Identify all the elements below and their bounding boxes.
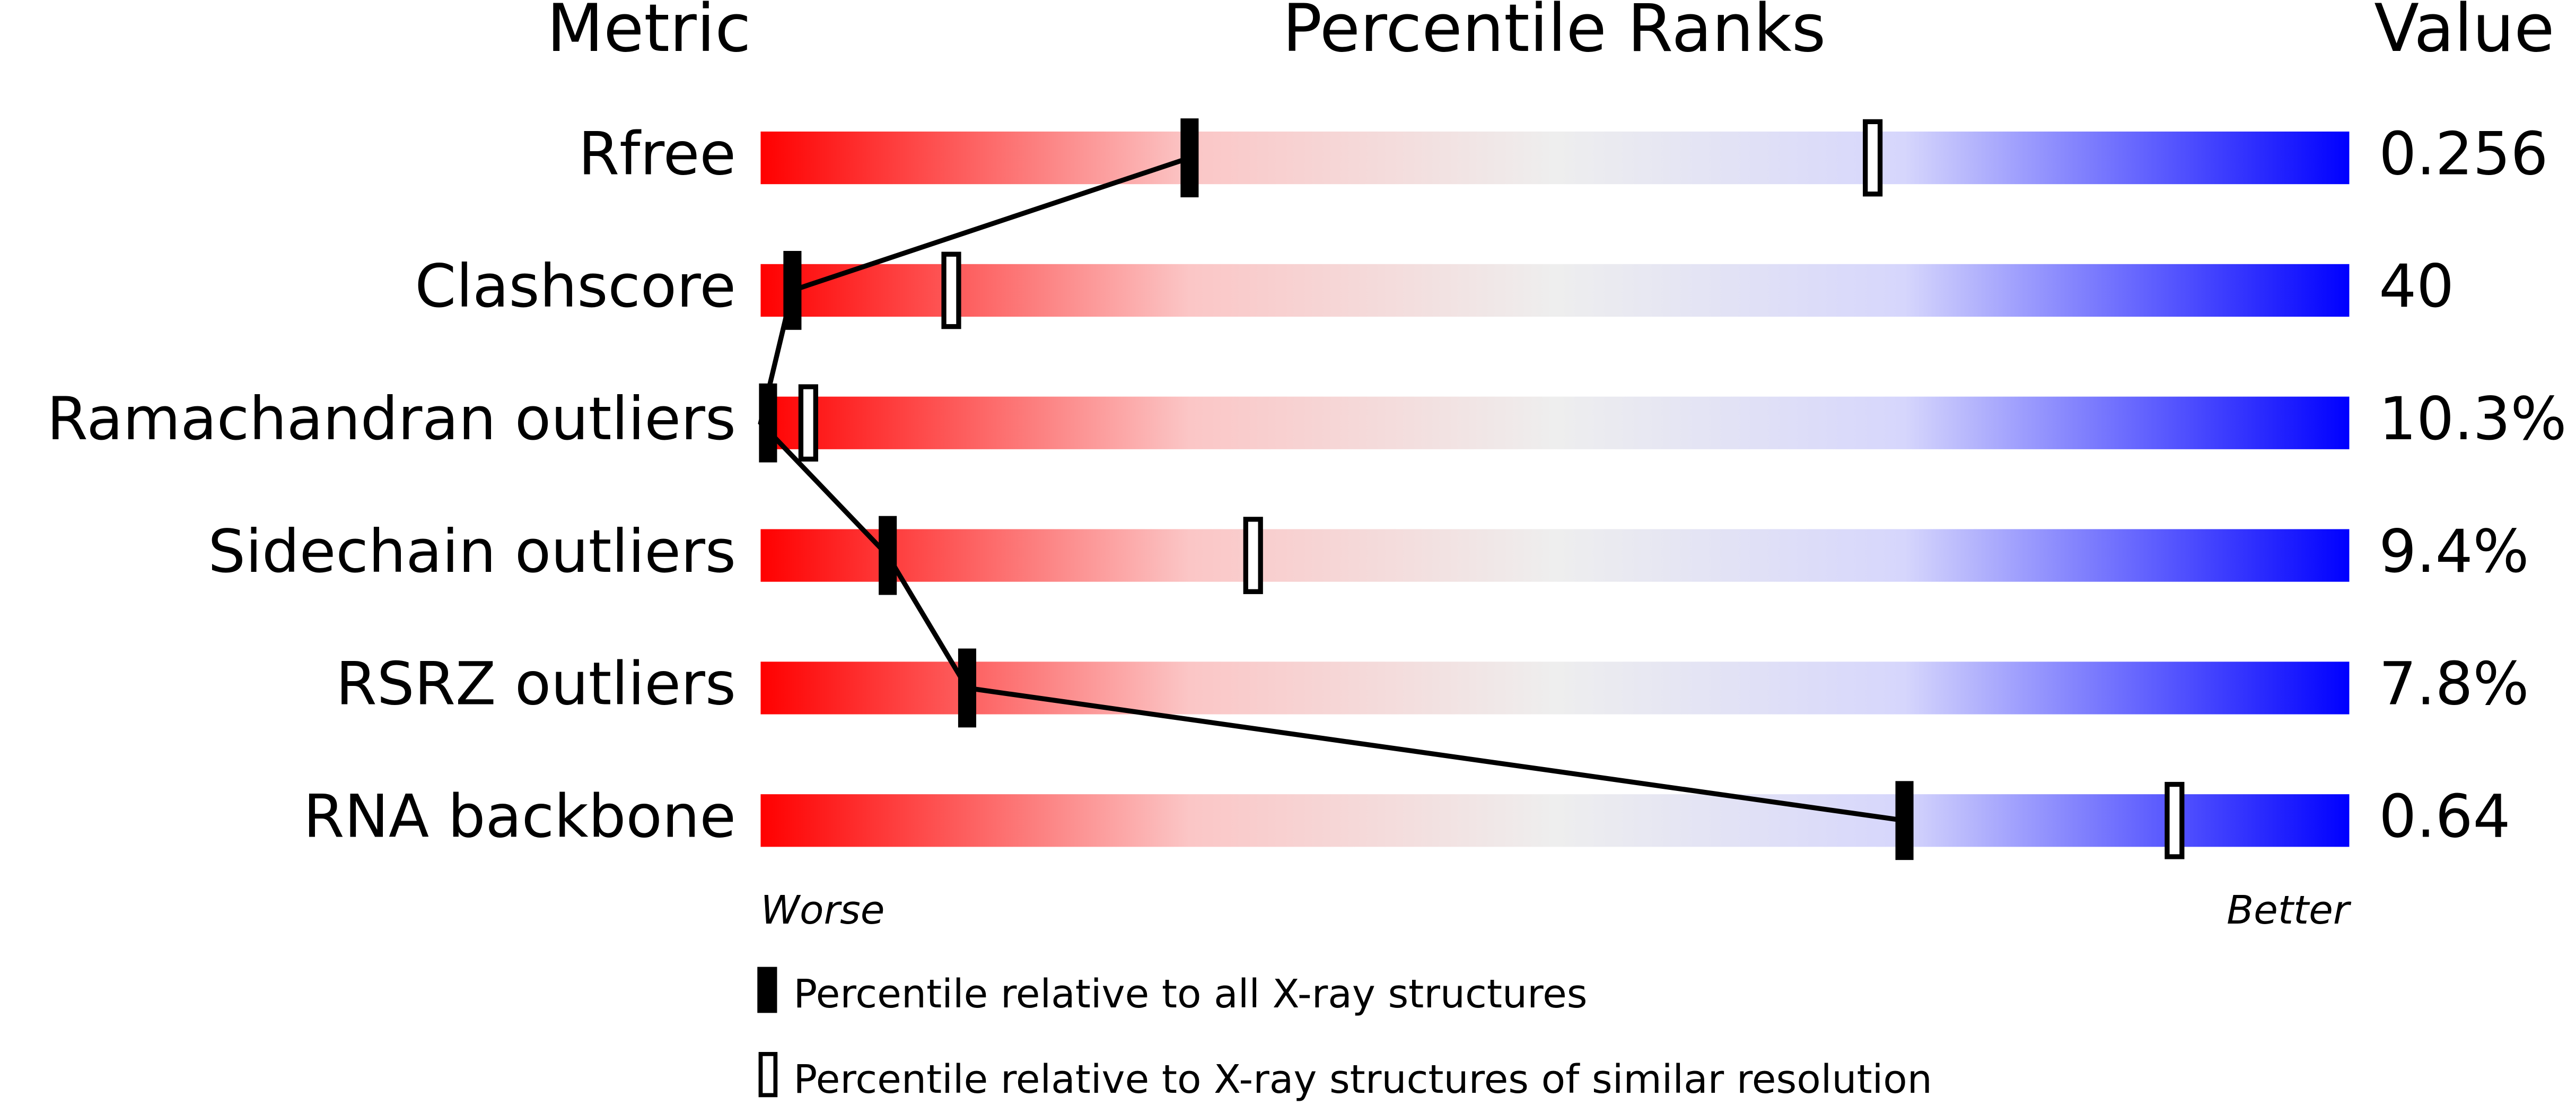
legend-label: Percentile relative to all X-ray structu… bbox=[793, 971, 1587, 1017]
legend-label: Percentile relative to X-ray structures … bbox=[793, 1056, 1932, 1102]
percentile-bar bbox=[760, 529, 2350, 582]
marker-all-structures bbox=[1180, 118, 1199, 197]
legend-swatch-hollow bbox=[758, 1052, 778, 1098]
metric-label: Clashscore bbox=[415, 252, 736, 321]
percentile-bar bbox=[760, 794, 2350, 847]
metric-label: Ramachandran outliers bbox=[47, 385, 736, 454]
metric-value: 9.4% bbox=[2379, 517, 2529, 586]
marker-similar-resolution bbox=[798, 384, 818, 462]
percentile-bar bbox=[760, 131, 2350, 185]
metric-label: RNA backbone bbox=[303, 782, 736, 851]
header: Value bbox=[2374, 0, 2554, 67]
marker-all-structures bbox=[783, 251, 802, 330]
percentile-bar bbox=[760, 396, 2350, 449]
header: Percentile Ranks bbox=[1282, 0, 1826, 67]
metric-value: 40 bbox=[2379, 252, 2454, 321]
marker-similar-resolution bbox=[1243, 517, 1263, 594]
worse-label: Worse bbox=[760, 887, 884, 933]
percentile-bar bbox=[760, 264, 2350, 317]
metric-label: Rfree bbox=[579, 119, 736, 188]
metric-value: 0.64 bbox=[2379, 782, 2510, 851]
metric-value: 10.3% bbox=[2379, 385, 2566, 454]
marker-all-structures bbox=[958, 648, 976, 728]
header: Metric bbox=[547, 0, 751, 67]
marker-similar-resolution bbox=[941, 251, 961, 329]
metric-label: RSRZ outliers bbox=[336, 650, 736, 719]
marker-all-structures bbox=[759, 383, 777, 463]
metric-label: Sidechain outliers bbox=[208, 517, 736, 586]
marker-all-structures bbox=[879, 516, 897, 595]
marker-similar-resolution bbox=[2165, 781, 2185, 859]
better-label: Better bbox=[2227, 887, 2352, 933]
legend-swatch-filled bbox=[757, 967, 777, 1013]
metric-value: 7.8% bbox=[2379, 650, 2529, 719]
percentile-bar bbox=[760, 662, 2350, 715]
marker-similar-resolution bbox=[1863, 119, 1883, 197]
metric-value: 0.256 bbox=[2379, 119, 2548, 188]
percentile-line bbox=[758, 155, 1905, 823]
marker-all-structures bbox=[1895, 781, 1914, 860]
